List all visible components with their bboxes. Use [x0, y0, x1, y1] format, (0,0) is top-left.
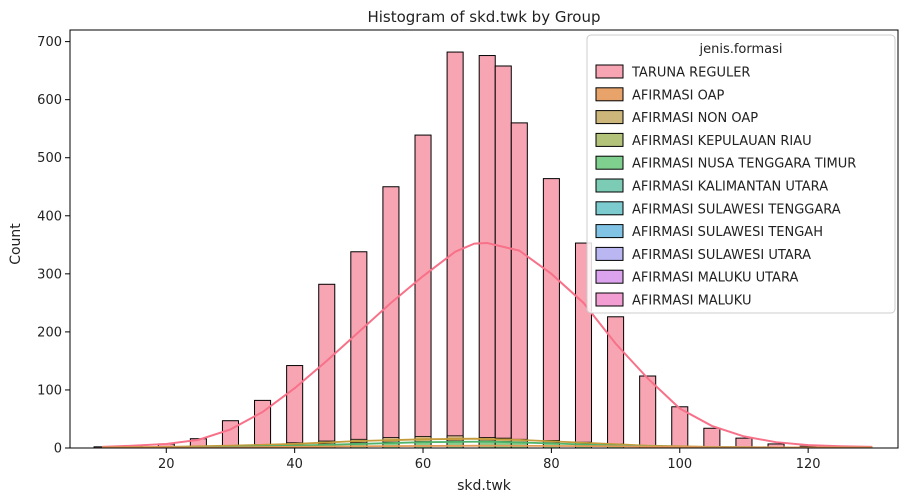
x-tick-label: 80: [543, 457, 560, 472]
bar-taruna-reguler: [350, 251, 368, 449]
y-tick-label: 600: [37, 93, 62, 108]
legend-label: AFIRMASI OAP: [632, 88, 724, 103]
legend-swatch: [595, 292, 624, 307]
legend-swatch: [595, 201, 624, 216]
legend-label: AFIRMASI NUSA TENGGARA TIMUR: [632, 157, 856, 172]
y-tick-label: 200: [37, 325, 62, 340]
legend-swatch: [595, 110, 624, 125]
y-tick-label: 300: [37, 267, 62, 282]
kde-line-taruna-reguler: [102, 242, 873, 448]
legend-label: AFIRMASI NON OAP: [632, 111, 758, 126]
legend-swatch: [595, 87, 624, 102]
bar-taruna-reguler: [478, 55, 496, 449]
legend: jenis.formasi TARUNA REGULER AFIRMASI OAP A…: [586, 34, 896, 314]
x-tick-label: 40: [286, 457, 303, 472]
x-tick-label: 120: [796, 457, 821, 472]
x-tick-label: 60: [415, 457, 432, 472]
legend-swatch: [595, 269, 624, 284]
legend-label: AFIRMASI SULAWESI TENGAH: [632, 225, 823, 240]
bar-taruna-reguler: [510, 122, 528, 449]
legend-title: jenis.formasi: [698, 42, 782, 57]
legend-swatch: [595, 64, 624, 79]
bar-taruna-reguler: [382, 186, 400, 449]
bar-taruna-reguler: [286, 365, 304, 449]
legend-label: AFIRMASI MALUKU UTARA: [632, 271, 798, 286]
kde-line-afirmasi-2: [102, 444, 873, 449]
axes: 20 40 60 80 100 120 0 100 200 300 400 500 600 700: [37, 29, 899, 472]
legend-swatch: [595, 246, 624, 261]
legend-swatch: [595, 132, 624, 147]
bars-taruna-reguler: [93, 51, 849, 449]
legend-swatch: [595, 224, 624, 239]
legend-label: AFIRMASI KEPULAUAN RIAU: [632, 134, 812, 149]
chart-title: Histogram of skd.twk by Group: [367, 8, 600, 26]
x-axis-title: skd.twk: [457, 478, 512, 494]
legend-swatch: [595, 178, 624, 193]
bar-taruna-reguler: [494, 65, 512, 449]
bar-taruna-reguler: [671, 406, 689, 449]
legend-box: [586, 34, 896, 314]
bar-taruna-reguler: [542, 178, 560, 449]
bar-taruna-reguler: [414, 134, 432, 449]
axes-frame: [69, 29, 899, 449]
legend-label: AFIRMASI MALUKU: [632, 294, 751, 309]
y-tick-label: 400: [37, 209, 62, 224]
legend-swatch: [595, 155, 624, 170]
legend-label: AFIRMASI SULAWESI UTARA: [632, 248, 811, 263]
kde-lines: [102, 242, 873, 449]
x-tick-label: 100: [667, 457, 692, 472]
legend-label: TARUNA REGULER: [631, 66, 750, 81]
bar-taruna-reguler: [639, 375, 657, 449]
legend-label: AFIRMASI KALIMANTAN UTARA: [632, 180, 828, 195]
y-tick-label: 100: [37, 383, 62, 398]
y-tick-label: 500: [37, 151, 62, 166]
bar-taruna-reguler: [221, 420, 239, 449]
y-tick-label: 700: [37, 35, 62, 50]
x-tick-label: 20: [158, 457, 175, 472]
legend-label: AFIRMASI SULAWESI TENGGARA: [632, 202, 841, 217]
bar-taruna-reguler: [703, 427, 721, 449]
y-axis-title: Count: [8, 223, 24, 265]
y-tick-label: 0: [54, 442, 62, 457]
